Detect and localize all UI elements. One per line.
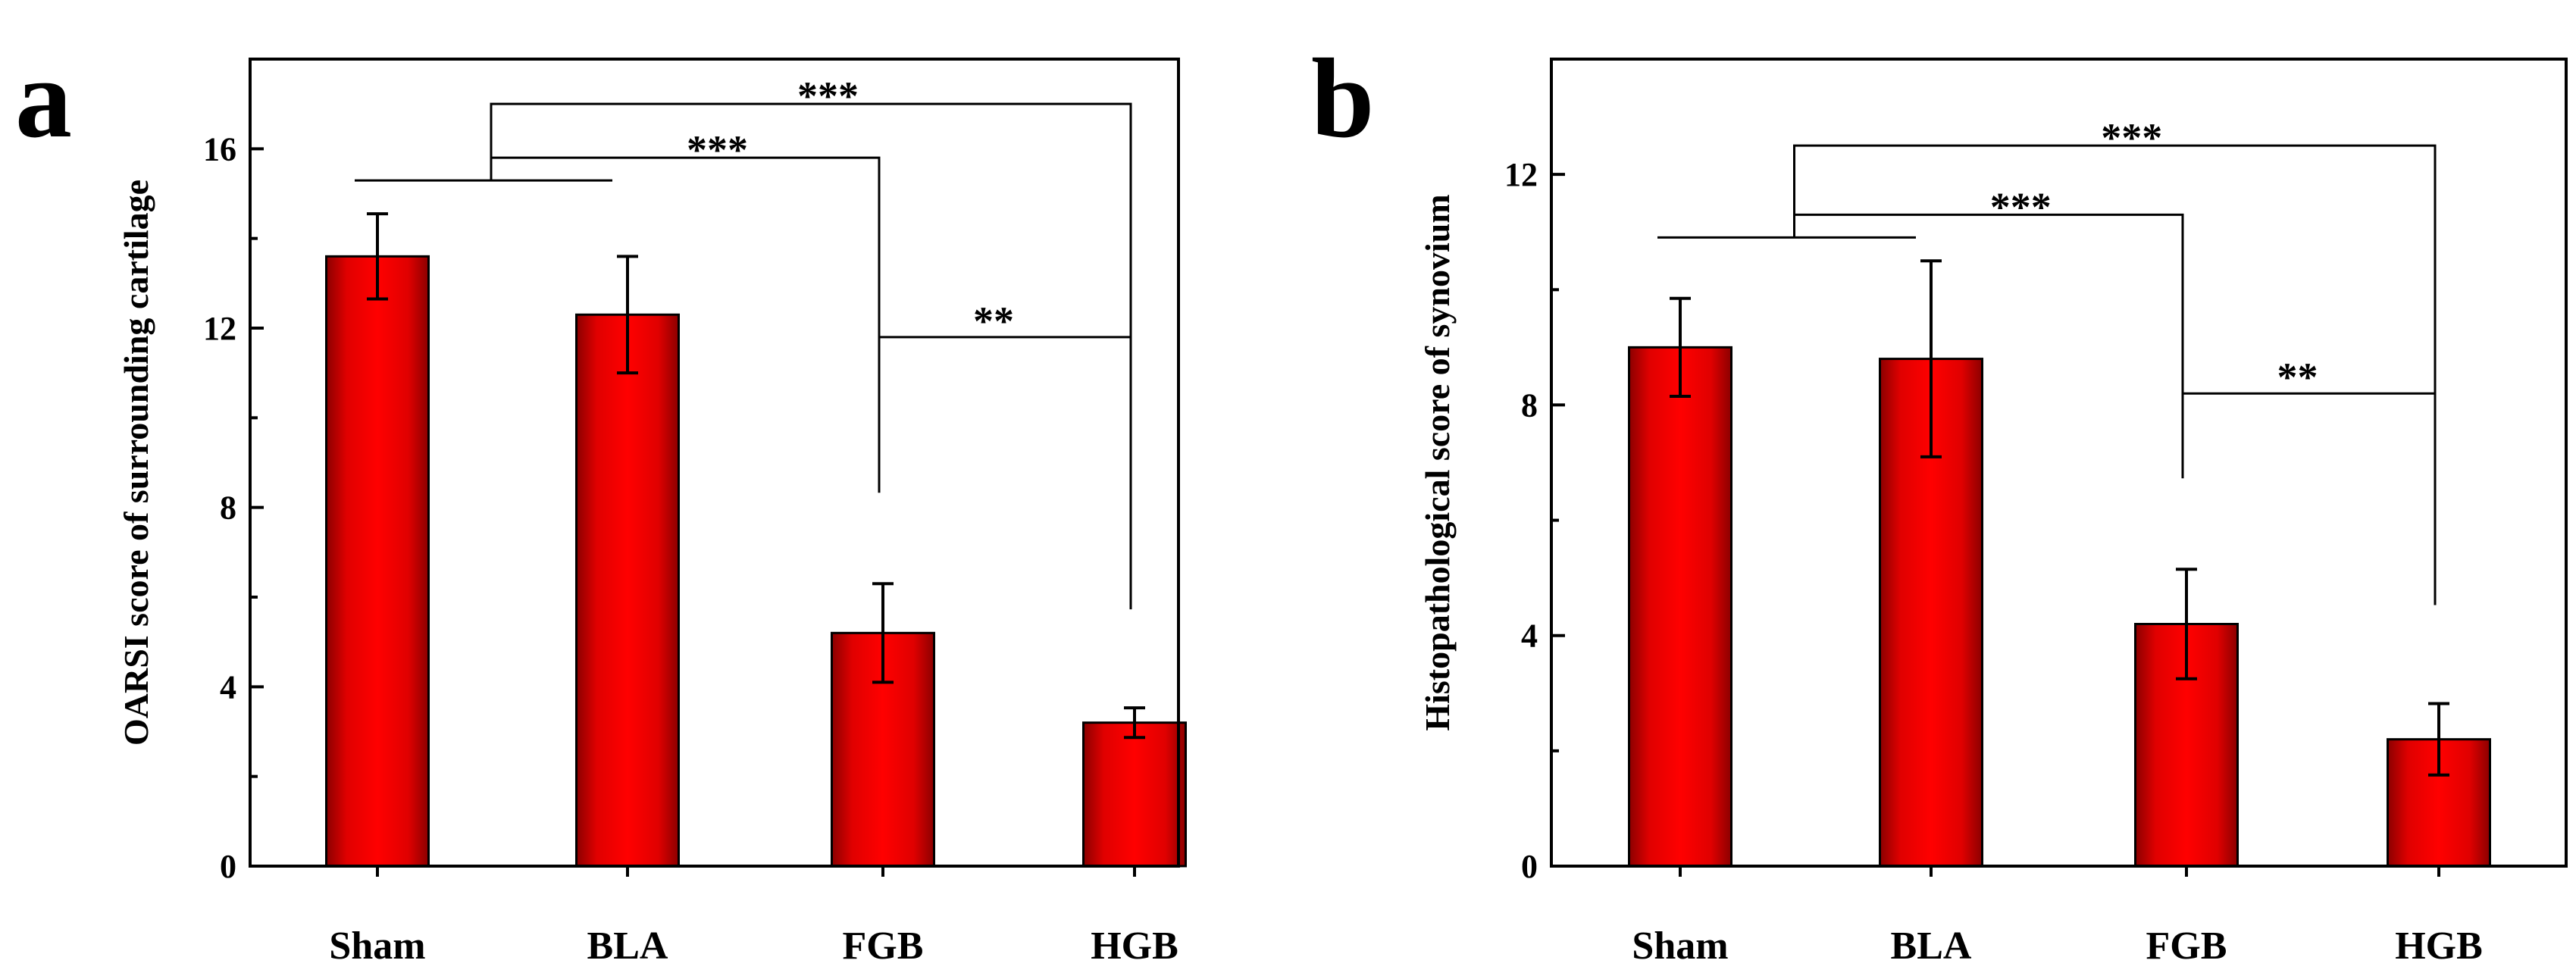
y-tick-label: 4: [1521, 618, 1538, 655]
x-tick-label: BLA: [587, 924, 668, 968]
y-tick-label: 8: [1521, 386, 1538, 424]
error-bar-fgb: [2176, 568, 2197, 680]
bar-sham: [325, 255, 430, 868]
bracket-fgb-vs-hgb: [878, 336, 1131, 375]
y-tick-label: 4: [220, 668, 236, 705]
y-axis-title: Histopathological score of synovium: [1418, 194, 1457, 730]
x-tick-label: BLA: [1891, 924, 1972, 968]
x-tick-label: FGB: [2146, 924, 2227, 968]
significance-label: **: [973, 299, 1014, 344]
error-bar-bla: [1920, 259, 1942, 458]
chart-panel-b: b 0 4 8 12 Sham BLA FGB HGB Histopathological sco…: [1311, 36, 2568, 968]
bracket-sham-bla-vs-fgb: [1794, 213, 2184, 479]
bracket-sham-bla-vs-hgb: [1793, 144, 2437, 605]
plot-frame: [249, 58, 1180, 868]
y-tick-label: 0: [1521, 848, 1538, 885]
bracket-sham-bla-vs-fgb: [491, 156, 881, 493]
error-bar-hgb: [2428, 702, 2449, 777]
significance-label: **: [2277, 355, 2318, 400]
x-tick-label: Sham: [1632, 924, 1728, 968]
y-axis-title: OARSI score of surrounding cartilage: [117, 180, 155, 746]
significance-label: ***: [1990, 184, 2052, 230]
y-tick-label: 0: [220, 848, 236, 885]
y-tick-label: 12: [1504, 156, 1538, 193]
bar-hgb: [1082, 721, 1187, 868]
error-bar-fgb: [872, 582, 894, 684]
error-bar-bla: [617, 255, 638, 375]
plot-frame: [1550, 58, 2568, 868]
significance-label: ***: [687, 127, 748, 173]
y-tick-label: 16: [203, 130, 236, 167]
significance-label: ***: [797, 74, 859, 119]
bracket-sham-bla-vs-hgb: [490, 102, 1132, 610]
bar-bla: [575, 313, 680, 868]
x-tick-label: HGB: [1091, 924, 1178, 968]
bar-sham: [1628, 346, 1732, 868]
y-tick-label: 12: [203, 310, 236, 347]
panel-label: a: [15, 36, 72, 161]
significance-label: ***: [2101, 115, 2162, 161]
error-bar-sham: [1670, 296, 1691, 399]
bracket-fgb-vs-hgb: [2181, 392, 2435, 432]
error-bar-hgb: [1124, 706, 1145, 740]
error-bar-sham: [367, 212, 388, 301]
chart-panel-a: a 0 4 8 12 16 Sham BLA FGB HGB OARSI score of surr…: [15, 36, 1187, 968]
x-tick-label: HGB: [2395, 924, 2483, 968]
panel-label: b: [1311, 36, 1374, 161]
y-tick-label: 8: [220, 490, 236, 527]
x-tick-label: Sham: [329, 924, 425, 968]
x-tick-label: FGB: [843, 924, 924, 968]
